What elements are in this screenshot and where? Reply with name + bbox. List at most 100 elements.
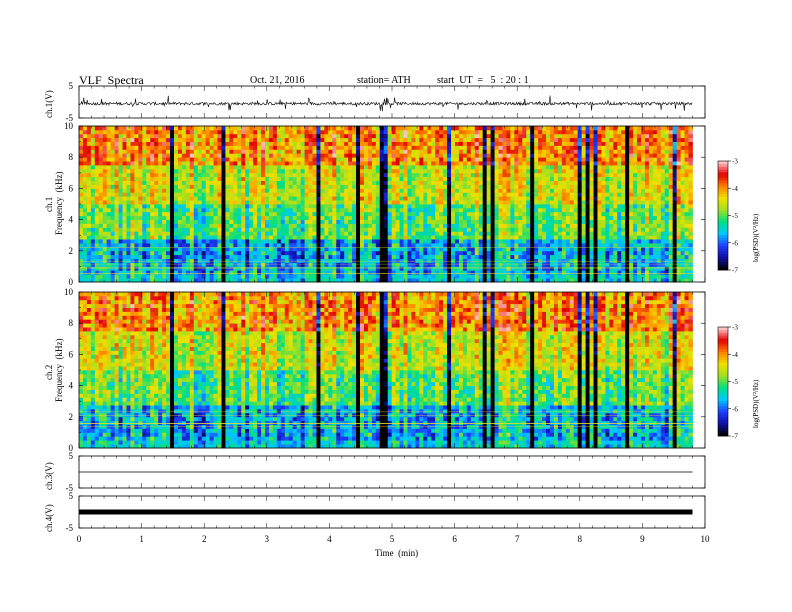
spectrogram-cell (320, 239, 325, 244)
spectrogram-cell (455, 149, 460, 154)
spectrogram-cell (474, 145, 480, 150)
spectrogram-cell (391, 126, 397, 131)
spectrogram-cell (462, 243, 468, 248)
spectrogram-cell (233, 235, 238, 240)
spectrogram-cell (122, 204, 127, 209)
spectrogram-cell (375, 145, 381, 150)
spectrogram-cell (379, 149, 385, 154)
spectrogram-cell (320, 274, 325, 279)
spectrogram-cell (383, 161, 389, 166)
spectrogram-cell (518, 254, 523, 259)
spectrogram-cell (344, 270, 349, 275)
spectrogram-cell (201, 211, 207, 217)
spectrogram-cell (122, 246, 127, 252)
spectrogram-cell (379, 243, 385, 248)
spectrogram-cell (336, 239, 341, 244)
spectrogram-cell (411, 161, 416, 166)
spectrogram-cell (391, 262, 397, 267)
spectrogram-cell (90, 184, 96, 189)
spectrogram-cell (526, 235, 531, 240)
spectrogram-cell (170, 192, 175, 197)
spectrogram-cell (150, 278, 155, 283)
spectrogram-cell (522, 184, 527, 189)
spectrogram-cell (253, 184, 258, 189)
spectrogram-cell (411, 141, 416, 146)
spectrogram-cell (423, 204, 428, 209)
spectrogram-cell (324, 270, 329, 275)
spectrogram-cell (542, 258, 547, 263)
spectrogram-cell (458, 215, 464, 220)
spectrogram-cell (546, 278, 551, 283)
spectrogram-cell (209, 176, 214, 181)
spectrogram-cell (344, 192, 349, 197)
spectrogram-cell (185, 258, 191, 263)
spectrogram-cell (514, 211, 519, 217)
spectrogram-cell (478, 211, 484, 217)
spectrogram-cell (189, 223, 195, 228)
spectrogram-cell (431, 153, 436, 158)
spectrogram-cell (518, 235, 523, 240)
spectrogram-cell (118, 188, 123, 193)
spectrogram-cell (166, 137, 171, 142)
spectrogram-cell (360, 133, 365, 139)
spectrogram-cell (458, 172, 464, 178)
spectrogram-cell (146, 246, 151, 252)
spectrogram-cell (304, 180, 309, 185)
spectrogram-cell (158, 161, 163, 166)
spectrogram-cell (363, 227, 369, 232)
spectrogram-cell (482, 215, 488, 220)
spectrogram-cell (300, 188, 305, 193)
spectrogram-cell (253, 137, 258, 142)
spectrogram-cell (292, 215, 298, 220)
spectrogram-cell (90, 207, 96, 213)
spectrogram-cell (154, 172, 159, 178)
spectrogram-cell (284, 235, 290, 240)
spectrogram-cell (134, 250, 139, 256)
spectrogram-cell (292, 153, 298, 158)
spectrogram-cell (249, 231, 254, 236)
spectrogram-cell (79, 250, 84, 256)
spectrogram-cell (213, 161, 218, 166)
spectrogram-cell (110, 153, 116, 158)
spectrogram-cell (181, 239, 187, 244)
spectrogram-cell (308, 153, 313, 158)
spectrogram-cell (189, 235, 195, 240)
spectrogram-cell (371, 153, 377, 158)
spectrogram-cell (423, 172, 428, 178)
spectrogram-cell (162, 219, 167, 224)
spectrogram-cell (193, 215, 199, 220)
spectrogram-cell (253, 211, 258, 217)
spectrogram-cell (514, 270, 519, 275)
spectrogram-cell (217, 219, 222, 224)
spectrogram-cell (546, 168, 551, 174)
spectrogram-cell (494, 200, 499, 205)
spectrogram-cell (387, 215, 393, 220)
spectrogram-cell (118, 223, 123, 228)
spectrogram-cell (383, 223, 389, 228)
spectrogram-cell (510, 211, 515, 217)
spectrogram-cell (451, 231, 456, 236)
spectrogram-cell (229, 243, 234, 248)
spectrogram-cell (312, 161, 317, 166)
spectrogram-cell (518, 250, 523, 256)
spectrogram-cell (110, 192, 116, 197)
spectrogram-cell (482, 219, 488, 224)
spectrogram-cell (383, 165, 389, 170)
spectrogram-cell (399, 246, 404, 252)
spectrogram-cell (86, 207, 92, 213)
spectrogram-cell (122, 215, 127, 220)
spectrogram-cell (308, 204, 313, 209)
spectrogram-cell (237, 215, 242, 220)
spectrogram-cell (371, 227, 377, 232)
spectrogram-cell (170, 165, 175, 170)
spectrogram-cell (344, 223, 349, 228)
spectrogram-cell (296, 180, 302, 185)
spectrogram-cell (102, 149, 108, 154)
spectrogram-cell (102, 258, 108, 263)
spectrogram-cell (197, 219, 203, 224)
spectrogram-cell (486, 219, 492, 224)
spectrogram-cell (110, 278, 116, 283)
spectrogram-cell (245, 223, 250, 228)
spectrogram-cell (514, 227, 519, 232)
spectrogram-cell (328, 192, 333, 197)
